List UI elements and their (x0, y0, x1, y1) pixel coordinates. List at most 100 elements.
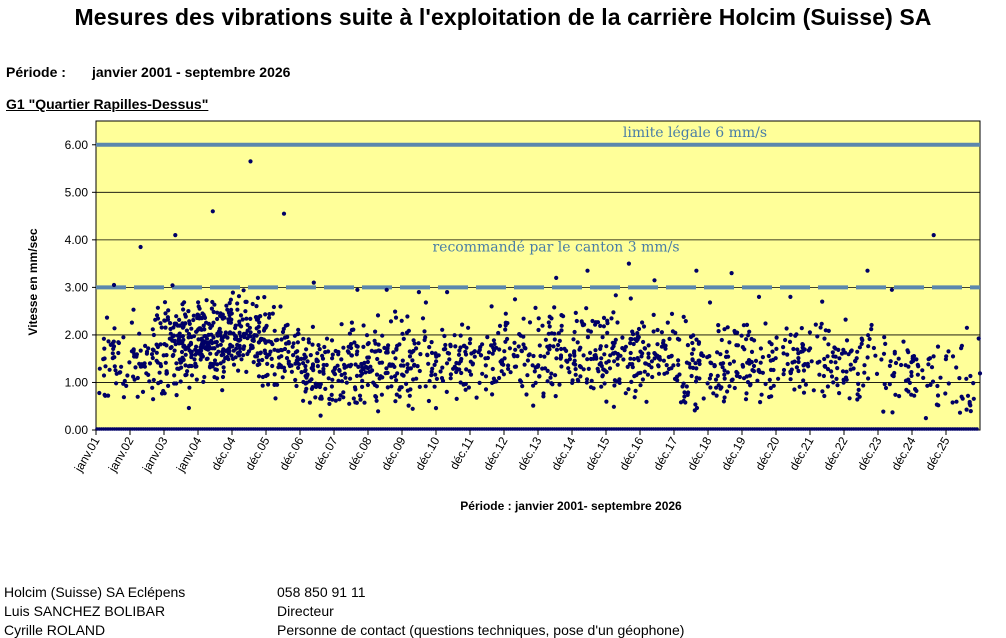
data-point (694, 366, 699, 371)
data-point (206, 321, 211, 326)
data-point (694, 375, 699, 380)
data-point (378, 348, 383, 354)
data-point (781, 351, 786, 356)
data-point (519, 349, 525, 354)
data-point (532, 369, 537, 374)
data-point (557, 382, 562, 387)
data-point (339, 379, 345, 384)
data-point (411, 348, 416, 354)
data-point (770, 349, 775, 354)
data-point (788, 377, 793, 382)
data-point (718, 352, 723, 357)
data-point (638, 383, 643, 388)
data-point (416, 290, 421, 295)
data-point (121, 381, 126, 386)
data-point (711, 391, 716, 396)
data-point (358, 369, 364, 374)
data-point (781, 372, 786, 377)
data-point (602, 352, 607, 357)
data-point (189, 355, 194, 360)
y-tick-label: 0.00 (65, 423, 89, 437)
data-point (407, 354, 413, 359)
data-point (920, 368, 925, 373)
data-point (590, 318, 595, 324)
data-point (267, 315, 272, 320)
company-phone: 058 850 91 11 (277, 584, 366, 600)
data-point (722, 395, 727, 400)
data-point (329, 392, 334, 397)
data-point (708, 385, 713, 390)
data-point (330, 397, 335, 402)
data-point (429, 369, 434, 374)
data-point (640, 377, 646, 382)
data-point (202, 315, 208, 320)
data-point (768, 385, 773, 391)
data-point (301, 336, 306, 342)
data-point (693, 402, 698, 407)
data-point (310, 385, 315, 390)
data-point (138, 348, 143, 353)
data-point (286, 349, 291, 354)
contact-name: Cyrille ROLAND (4, 622, 106, 638)
data-point (844, 369, 849, 374)
data-point (200, 311, 205, 316)
data-point (400, 358, 405, 363)
data-point (719, 385, 724, 390)
data-point (307, 400, 312, 405)
data-point (147, 361, 153, 366)
data-point (102, 346, 107, 351)
data-point (114, 381, 119, 386)
data-point (525, 373, 530, 378)
data-point (879, 357, 884, 362)
data-point (825, 354, 830, 359)
data-point (682, 394, 687, 399)
data-point (257, 362, 262, 367)
data-point (817, 372, 822, 377)
data-point (541, 391, 546, 396)
data-point (897, 394, 902, 399)
data-point (176, 337, 181, 342)
data-point (185, 369, 190, 374)
data-point (155, 305, 160, 310)
data-point (238, 334, 243, 339)
data-point (601, 324, 607, 329)
data-point (389, 375, 394, 380)
data-point (319, 396, 324, 401)
data-point (405, 314, 410, 319)
data-point (210, 299, 215, 305)
data-point (567, 357, 573, 362)
data-point (260, 357, 265, 363)
data-point (577, 364, 583, 369)
data-point (278, 304, 283, 309)
x-tick-label: déc.18 (684, 434, 714, 472)
data-point (585, 335, 591, 340)
data-point (306, 337, 311, 342)
data-point (410, 358, 415, 363)
data-point (461, 382, 466, 387)
data-point (873, 353, 878, 358)
data-point (286, 359, 291, 364)
data-point (682, 390, 687, 395)
data-point (213, 340, 218, 345)
data-point (256, 316, 261, 322)
data-point (676, 358, 681, 363)
data-point (365, 359, 370, 365)
data-point (797, 384, 802, 389)
data-point (341, 345, 346, 350)
data-point (561, 314, 566, 319)
data-point (205, 342, 211, 348)
data-point (382, 345, 387, 350)
data-point (162, 318, 168, 323)
data-point (196, 300, 201, 305)
data-point (638, 370, 643, 375)
data-point (611, 344, 616, 349)
data-point (364, 333, 370, 338)
data-point (830, 350, 835, 355)
data-point (414, 346, 419, 351)
data-point (146, 372, 151, 377)
data-point (559, 323, 564, 328)
data-point (418, 352, 423, 357)
data-point (103, 364, 108, 369)
data-point (967, 399, 972, 405)
data-point (586, 328, 591, 333)
